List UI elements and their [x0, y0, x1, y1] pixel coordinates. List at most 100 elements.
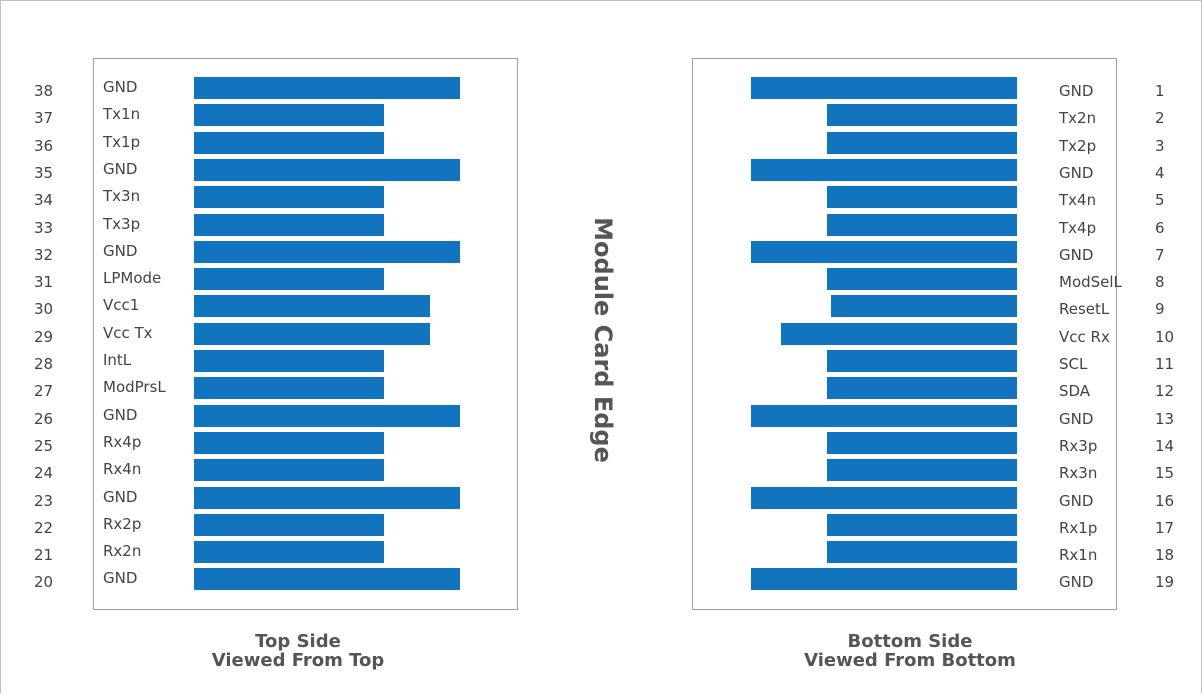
top-pin-contact — [194, 513, 384, 536]
top-pin-signal: GND — [103, 569, 138, 588]
bottom-pin-contact — [827, 377, 1017, 400]
bottom-pin-contact — [827, 213, 1017, 236]
top-pin-signal: Rx4n — [103, 460, 142, 479]
bottom-pin-number: 12 — [1155, 382, 1175, 401]
bottom-pin-contact — [827, 131, 1017, 154]
top-pin-contact — [194, 213, 384, 236]
top-pin-number: 25 — [34, 436, 54, 455]
bottom-pin-contact — [827, 431, 1017, 454]
top-pin-signal: Rx4p — [103, 432, 142, 451]
top-pin-contact — [194, 131, 384, 154]
bottom-pin-contact — [751, 240, 1017, 263]
bottom-pin-contact — [781, 322, 1017, 345]
bottom-pin-number: 15 — [1155, 464, 1175, 483]
bottom-pin-signal: GND — [1059, 82, 1094, 100]
bottom-pin-contact — [751, 404, 1017, 427]
top-pin-signal: Vcc1 — [103, 296, 140, 315]
top-side-panel — [93, 58, 518, 610]
top-pin-contact — [194, 541, 384, 564]
top-pin-signal: GND — [103, 159, 138, 178]
top-pin-contact — [194, 431, 384, 454]
bottom-pin-number: 3 — [1155, 136, 1165, 155]
top-pin-number: 38 — [34, 82, 54, 100]
top-pin-number: 26 — [34, 409, 54, 428]
top-pin-number: 29 — [34, 327, 54, 346]
top-pin-signal: Tx3p — [103, 214, 141, 233]
top-pin-number: 35 — [34, 163, 54, 182]
bottom-side-caption-line2: Viewed From Bottom — [804, 650, 1016, 671]
top-pin-contact — [194, 186, 384, 209]
bottom-pin-number: 10 — [1155, 327, 1175, 346]
top-pin-signal: Rx2n — [103, 542, 142, 561]
top-pin-number: 36 — [34, 136, 54, 155]
bottom-pin-signal: GND — [1059, 163, 1094, 182]
bottom-pin-contact — [827, 186, 1017, 209]
top-pin-contact — [194, 77, 460, 99]
module-card-edge-label: Module Card Edge — [589, 217, 617, 463]
top-pin-contact — [194, 268, 384, 291]
top-side-caption: Top Side Viewed From Top — [168, 632, 428, 670]
bottom-pin-contact — [827, 268, 1017, 291]
bottom-pin-signal: SCL — [1059, 355, 1088, 373]
bottom-pin-signal: Tx2n — [1059, 109, 1097, 128]
bottom-pin-signal: Tx4p — [1059, 218, 1097, 237]
top-pin-number: 24 — [34, 464, 54, 483]
bottom-pin-contact — [827, 541, 1017, 564]
bottom-side-caption: Bottom Side Viewed From Bottom — [765, 632, 1055, 670]
top-pin-number: 37 — [34, 109, 54, 128]
bottom-pin-number: 16 — [1155, 491, 1175, 510]
top-pin-signal: Rx2p — [103, 514, 142, 533]
top-pin-signal: Tx3n — [103, 187, 141, 206]
bottom-pin-number: 7 — [1155, 245, 1165, 264]
bottom-pin-number: 14 — [1155, 436, 1175, 455]
top-side-caption-line2: Viewed From Top — [211, 650, 385, 671]
bottom-pin-contact — [751, 77, 1017, 99]
bottom-pin-number: 18 — [1155, 546, 1175, 565]
top-pin-number: 34 — [34, 191, 54, 210]
top-pin-number: 31 — [34, 273, 54, 292]
top-pin-contact — [194, 350, 384, 372]
bottom-pin-number: 9 — [1155, 300, 1165, 319]
bottom-pin-signal: Tx4n — [1059, 191, 1097, 210]
bottom-pin-number: 8 — [1155, 273, 1165, 292]
bottom-pin-contact — [827, 350, 1017, 372]
bottom-pin-signal: Rx1p — [1059, 518, 1098, 537]
top-pin-signal: GND — [103, 241, 138, 260]
bottom-pin-signal: Tx2p — [1059, 136, 1097, 155]
bottom-pin-number: 6 — [1155, 218, 1165, 237]
top-pin-number: 32 — [34, 245, 54, 264]
bottom-pin-signal: SDA — [1059, 382, 1091, 401]
top-pin-number: 21 — [34, 546, 54, 565]
top-pin-contact — [194, 295, 430, 318]
bottom-pin-contact — [827, 104, 1017, 127]
top-pin-contact — [194, 377, 384, 400]
top-pin-contact — [194, 568, 460, 591]
bottom-pin-signal: GND — [1059, 573, 1094, 592]
bottom-side-panel — [692, 58, 1117, 610]
top-side-caption-line1: Top Side — [255, 631, 341, 652]
bottom-pin-signal: ResetL — [1059, 300, 1110, 319]
top-pin-signal: GND — [103, 78, 138, 96]
bottom-pin-signal: Rx1n — [1059, 546, 1098, 565]
top-pin-contact — [194, 486, 460, 509]
top-pin-signal: ModPrsL — [103, 378, 166, 397]
bottom-pin-signal: GND — [1059, 409, 1094, 428]
bottom-pin-signal: Vcc Rx — [1059, 327, 1110, 346]
bottom-pin-signal: GND — [1059, 245, 1094, 264]
top-pin-number: 28 — [34, 355, 54, 373]
top-pin-contact — [194, 322, 430, 345]
top-pin-contact — [194, 104, 384, 127]
top-pin-contact — [194, 158, 460, 181]
bottom-pin-number: 1 — [1155, 82, 1165, 100]
top-pin-signal: LPMode — [103, 269, 162, 288]
bottom-pin-number: 13 — [1155, 409, 1175, 428]
bottom-pin-contact — [827, 513, 1017, 536]
top-pin-signal: GND — [103, 405, 138, 424]
top-pin-number: 30 — [34, 300, 54, 319]
top-pin-number: 20 — [34, 573, 54, 592]
top-pin-signal: IntL — [103, 351, 132, 369]
bottom-pin-number: 19 — [1155, 573, 1175, 592]
top-pin-signal: Vcc Tx — [103, 323, 153, 342]
bottom-pin-contact — [827, 459, 1017, 482]
bottom-pin-contact — [751, 486, 1017, 509]
